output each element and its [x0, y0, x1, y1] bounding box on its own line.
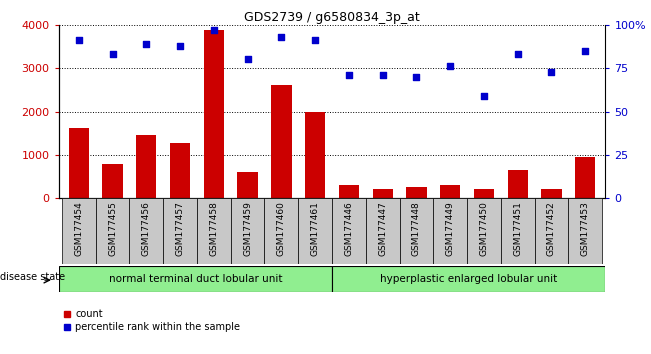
Bar [163, 198, 197, 264]
Text: hyperplastic enlarged lobular unit: hyperplastic enlarged lobular unit [380, 274, 557, 284]
Text: GSM177460: GSM177460 [277, 201, 286, 256]
Point [141, 41, 152, 47]
Text: GSM177458: GSM177458 [210, 201, 218, 256]
Bar [204, 30, 224, 198]
Bar [62, 198, 96, 264]
Bar [271, 85, 292, 198]
Bar [238, 172, 258, 198]
Title: GDS2739 / g6580834_3p_at: GDS2739 / g6580834_3p_at [244, 11, 420, 24]
Bar [305, 112, 326, 198]
Text: GSM177448: GSM177448 [412, 201, 421, 256]
Bar [534, 198, 568, 264]
Text: GSM177449: GSM177449 [446, 201, 454, 256]
Text: GSM177453: GSM177453 [581, 201, 590, 256]
Bar [96, 198, 130, 264]
Text: GSM177461: GSM177461 [311, 201, 320, 256]
Point [546, 69, 557, 74]
Point [445, 64, 455, 69]
Bar [264, 198, 298, 264]
Bar [467, 198, 501, 264]
Bar [541, 189, 562, 198]
Text: GSM177457: GSM177457 [176, 201, 185, 256]
Bar [332, 266, 605, 292]
Point [175, 43, 186, 48]
Legend: count, percentile rank within the sample: count, percentile rank within the sample [63, 309, 240, 332]
Bar [508, 170, 528, 198]
Text: GSM177446: GSM177446 [344, 201, 353, 256]
Bar [366, 198, 400, 264]
Bar [298, 198, 332, 264]
Point [478, 93, 489, 99]
Point [107, 51, 118, 57]
Text: normal terminal duct lobular unit: normal terminal duct lobular unit [109, 274, 282, 284]
Bar [332, 198, 366, 264]
Text: GSM177447: GSM177447 [378, 201, 387, 256]
Point [242, 57, 253, 62]
Text: GSM177455: GSM177455 [108, 201, 117, 256]
Bar [59, 266, 332, 292]
Text: GSM177459: GSM177459 [243, 201, 252, 256]
Bar [170, 143, 190, 198]
Bar [230, 198, 264, 264]
Text: GSM177454: GSM177454 [74, 201, 83, 256]
Bar [568, 198, 602, 264]
Text: GSM177451: GSM177451 [513, 201, 522, 256]
Bar [130, 198, 163, 264]
Point [276, 34, 286, 40]
Text: GSM177450: GSM177450 [479, 201, 488, 256]
Bar [372, 189, 393, 198]
Text: GSM177456: GSM177456 [142, 201, 151, 256]
Bar [575, 158, 595, 198]
Bar [339, 185, 359, 198]
Point [580, 48, 590, 53]
Point [512, 51, 523, 57]
Bar [197, 198, 230, 264]
Point [310, 38, 320, 43]
Bar [440, 185, 460, 198]
Text: GSM177452: GSM177452 [547, 201, 556, 256]
Point [74, 38, 84, 43]
Bar [474, 189, 494, 198]
Bar [406, 187, 426, 198]
Point [209, 27, 219, 33]
Point [344, 72, 354, 78]
Bar [501, 198, 534, 264]
Point [411, 74, 422, 80]
Bar [69, 128, 89, 198]
Bar [102, 164, 123, 198]
Bar [434, 198, 467, 264]
Text: disease state: disease state [0, 273, 65, 282]
Bar [400, 198, 434, 264]
Bar [136, 135, 156, 198]
Point [378, 72, 388, 78]
